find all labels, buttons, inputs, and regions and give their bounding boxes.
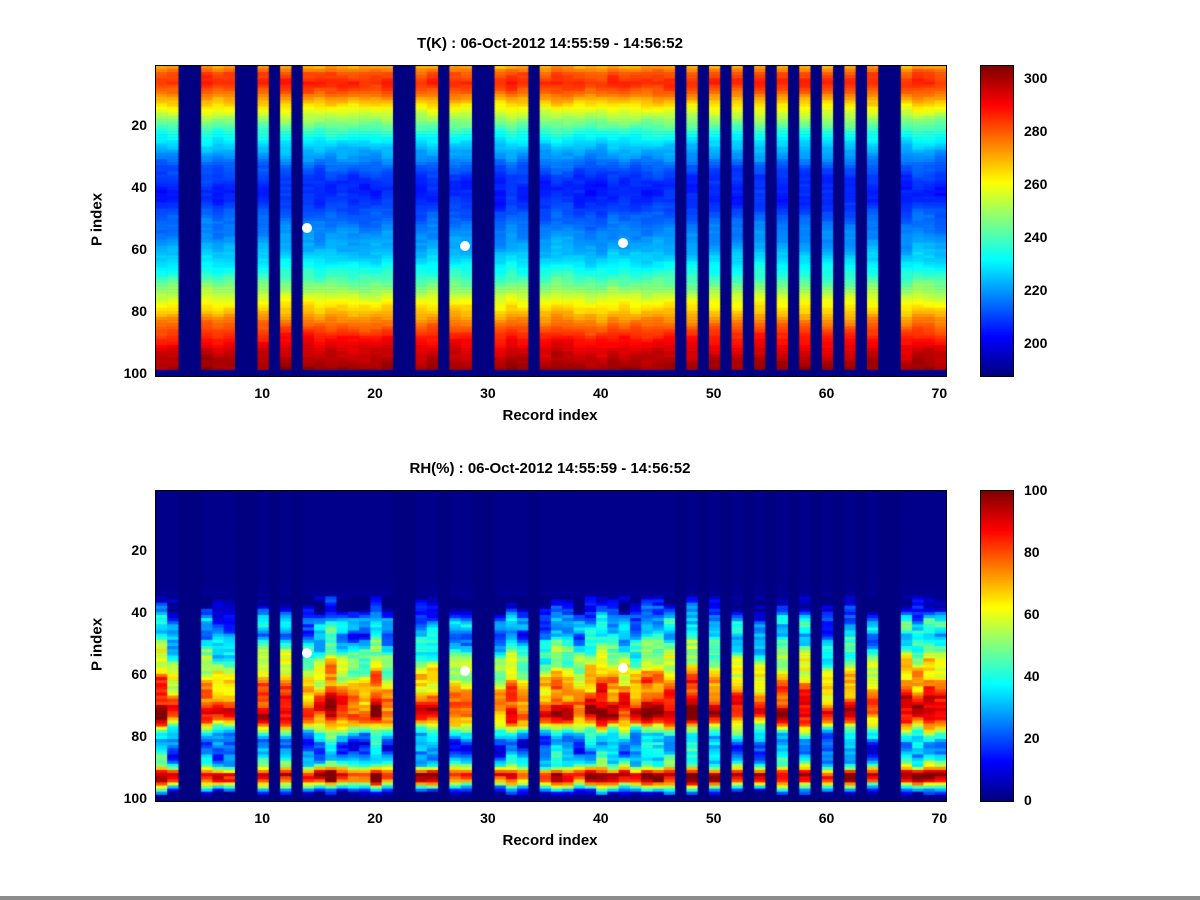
temperature-plot-title: T(K) : 06-Oct-2012 14:55:59 - 14:56:52 (417, 35, 683, 52)
colorbar-tick-label: 300 (1024, 70, 1048, 87)
humidity-y-axis-label: P index (88, 617, 106, 672)
temperature-colorbar (980, 65, 1014, 377)
x-tick-label: 20 (367, 810, 383, 826)
humidity-x-axis-label: Record index (502, 832, 598, 849)
temperature-x-axis-label: Record index (502, 407, 598, 424)
humidity-plot-title: RH(%) : 06-Oct-2012 14:55:59 - 14:56:52 (409, 460, 691, 477)
temperature-y-axis-label: P index (88, 192, 106, 247)
colorbar-tick-label: 220 (1024, 282, 1048, 299)
x-tick-label: 60 (818, 810, 835, 826)
y-tick-label: 60 (131, 666, 147, 683)
x-tick-label: 40 (592, 810, 609, 826)
x-tick-label: 60 (818, 385, 835, 401)
humidity-colorbar-canvas (981, 491, 1013, 801)
data-marker (302, 647, 313, 658)
colorbar-tick-label: 240 (1024, 229, 1048, 246)
x-tick-label: 50 (705, 385, 722, 401)
colorbar-tick-label: 40 (1024, 668, 1040, 684)
colorbar-tick-label: 0 (1024, 792, 1032, 808)
y-tick-label: 100 (123, 365, 147, 382)
temperature-colorbar-canvas (981, 66, 1013, 376)
y-tick-label: 20 (131, 117, 147, 134)
y-tick-label: 40 (131, 604, 147, 621)
colorbar-tick-label: 80 (1024, 544, 1040, 560)
colorbar-tick-label: 280 (1024, 123, 1048, 140)
data-marker (618, 238, 629, 249)
data-marker (460, 241, 471, 252)
data-marker (618, 663, 629, 674)
x-tick-label: 30 (480, 385, 496, 401)
window-bottom-edge (0, 896, 1200, 900)
y-tick-label: 100 (123, 790, 147, 807)
x-tick-label: 40 (592, 385, 609, 401)
colorbar-tick-label: 100 (1024, 482, 1048, 498)
y-tick-label: 80 (131, 303, 147, 320)
colorbar-tick-label: 200 (1024, 335, 1048, 352)
temperature-heatmap-axes (155, 65, 947, 377)
colorbar-tick-label: 60 (1024, 606, 1040, 622)
x-tick-label: 30 (480, 810, 496, 826)
humidity-colorbar (980, 490, 1014, 802)
temperature-heatmap-canvas (156, 66, 946, 376)
x-tick-label: 50 (705, 810, 722, 826)
x-tick-label: 10 (254, 385, 270, 401)
data-marker (460, 666, 471, 677)
humidity-heatmap-canvas (156, 491, 946, 801)
y-tick-label: 60 (131, 241, 147, 258)
data-marker (302, 222, 313, 233)
x-tick-label: 70 (931, 810, 948, 826)
x-tick-label: 10 (254, 810, 270, 826)
y-tick-label: 40 (131, 179, 147, 196)
x-tick-label: 20 (367, 385, 383, 401)
humidity-heatmap-axes (155, 490, 947, 802)
colorbar-tick-label: 260 (1024, 176, 1048, 193)
colorbar-tick-label: 20 (1024, 730, 1040, 746)
x-tick-label: 70 (931, 385, 948, 401)
y-tick-label: 80 (131, 728, 147, 745)
y-tick-label: 20 (131, 542, 147, 559)
